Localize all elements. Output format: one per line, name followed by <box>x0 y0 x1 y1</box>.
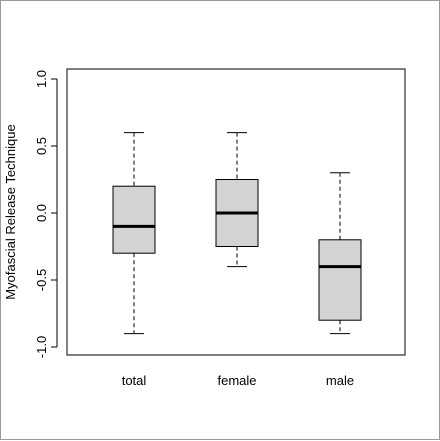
y-tick-label: 0.0 <box>34 204 49 222</box>
x-tick-label-female: female <box>217 373 256 388</box>
y-tick-label: -1.0 <box>34 336 49 358</box>
x-tick-label-total: total <box>122 373 147 388</box>
y-tick-label: 0.5 <box>34 137 49 155</box>
iqr-box <box>318 239 362 321</box>
box-total <box>112 132 156 335</box>
y-axis-title: Myofascial Release Technique <box>3 124 18 299</box>
box-male <box>318 172 362 335</box>
y-tick-label: 1.0 <box>34 70 49 88</box>
y-tick-label: -0.5 <box>34 269 49 291</box>
x-tick-label-male: male <box>326 373 354 388</box>
box-female <box>215 132 259 268</box>
iqr-box <box>112 185 156 254</box>
plot-border <box>66 68 406 356</box>
